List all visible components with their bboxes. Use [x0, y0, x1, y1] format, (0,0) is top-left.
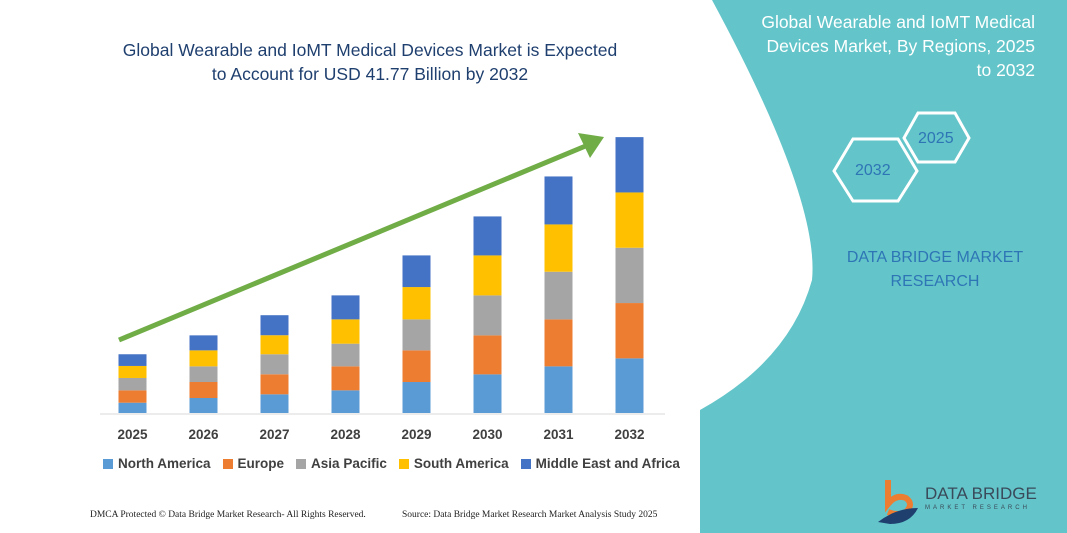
- bar-2029-middle-east-and-africa: [402, 255, 431, 288]
- bar-2030-north-america: [473, 374, 502, 413]
- side-title: Global Wearable and IoMT Medical Devices…: [715, 10, 1035, 82]
- bar-2027-asia-pacific: [260, 354, 289, 375]
- legend-swatch: [222, 458, 233, 469]
- bar-2027-europe: [260, 374, 289, 395]
- legend-label: Middle East and Africa: [535, 456, 680, 471]
- bar-2030-asia-pacific: [473, 295, 502, 336]
- chart-title: Global Wearable and IoMT Medical Devices…: [90, 38, 650, 86]
- bar-2028-asia-pacific: [331, 343, 360, 367]
- bar-2026-europe: [189, 382, 218, 399]
- legend-swatch: [398, 458, 409, 469]
- logo-name: DATA BRIDGE: [925, 484, 1037, 503]
- legend-label: South America: [413, 456, 509, 471]
- brand-text: DATA BRIDGE MARKET RESEARCH: [800, 246, 1067, 294]
- side-panel: [700, 0, 1067, 533]
- bar-2025-europe: [118, 390, 147, 403]
- legend-item: South America: [398, 456, 509, 471]
- legend-swatch: [103, 458, 113, 469]
- bar-2026-asia-pacific: [189, 366, 218, 383]
- x-tick-label: 2025: [117, 427, 148, 442]
- x-tick-label: 2030: [472, 427, 502, 442]
- bar-2032-europe: [615, 303, 644, 359]
- legend-item: Asia Pacific: [296, 456, 387, 471]
- x-tick-label: 2027: [259, 427, 289, 442]
- x-tick-label: 2026: [188, 427, 219, 442]
- legend: North America Europe Asia Pacific South Ame…: [103, 456, 680, 471]
- hex-start-year: 2025: [918, 130, 954, 147]
- hexagon-2032: [832, 137, 919, 203]
- bar-2027-middle-east-and-africa: [260, 315, 289, 336]
- legend-item: Middle East and Africa: [520, 456, 680, 471]
- bar-2031-asia-pacific: [544, 271, 573, 320]
- bar-2030-south-america: [473, 255, 502, 296]
- x-tick-labels: 2025 2026 2027 2028 2029 2030 2031 2032: [117, 427, 644, 442]
- hexagon-2025: [902, 111, 971, 164]
- x-tick-label: 2032: [614, 427, 644, 442]
- bar-2028-north-america: [331, 390, 360, 413]
- bar-2032-asia-pacific: [615, 247, 644, 304]
- bar-2027-north-america: [260, 394, 289, 413]
- hex-end-year: 2032: [855, 162, 891, 179]
- brand-line-1: DATA BRIDGE MARKET: [846, 249, 1024, 266]
- bar-2027-south-america: [260, 335, 289, 355]
- x-tick-label: 2031: [543, 427, 574, 442]
- title-line-2: to Account for USD 41.77 Billion by 2032: [211, 64, 529, 84]
- bar-2032-middle-east-and-africa: [615, 137, 644, 193]
- bar-2028-middle-east-and-africa: [331, 295, 360, 320]
- hexagon-outlines: [832, 111, 971, 203]
- legend-swatch: [296, 458, 307, 469]
- bar-2029-europe: [402, 350, 431, 383]
- bar-2030-middle-east-and-africa: [473, 216, 502, 256]
- side-title-line-2: Devices Market, By Regions, 2025: [766, 36, 1035, 56]
- legend-label: Europe: [237, 456, 285, 471]
- bar-2032-south-america: [615, 192, 644, 248]
- bar-2026-south-america: [189, 350, 218, 367]
- bar-2031-europe: [544, 319, 573, 367]
- logo-icon: [878, 480, 918, 524]
- bar-2030-europe: [473, 335, 502, 375]
- legend-label: Asia Pacific: [311, 456, 387, 471]
- legend-label: North America: [118, 456, 211, 471]
- trend-arrow: [118, 133, 604, 343]
- bar-2031-north-america: [544, 366, 573, 413]
- x-tick-label: 2029: [401, 427, 431, 442]
- legend-swatch: [520, 458, 531, 469]
- bar-2025-asia-pacific: [118, 377, 147, 391]
- bar-2025-middle-east-and-africa: [118, 354, 147, 366]
- footer-copyright: DMCA Protected © Data Bridge Market Rese…: [90, 510, 366, 520]
- bar-2025-south-america: [118, 365, 147, 378]
- bar-2029-south-america: [402, 287, 431, 320]
- bar-2028-europe: [331, 366, 360, 391]
- bar-2026-north-america: [189, 398, 218, 413]
- side-title-line-3: to 2032: [976, 60, 1035, 80]
- bar-2031-middle-east-and-africa: [544, 176, 573, 225]
- bar-2032-north-america: [615, 358, 644, 413]
- logo-tagline: MARKET RESEARCH: [925, 505, 1030, 511]
- bars: [118, 137, 644, 413]
- title-line-1: Global Wearable and IoMT Medical Devices…: [122, 40, 618, 60]
- legend-item: North America: [103, 456, 211, 471]
- footer-source: Source: Data Bridge Market Research Mark…: [402, 510, 658, 520]
- bar-2026-middle-east-and-africa: [189, 335, 218, 351]
- bar-2029-north-america: [402, 382, 431, 413]
- bar-2029-asia-pacific: [402, 319, 431, 351]
- bar-2025-north-america: [118, 402, 147, 413]
- legend-item: Europe: [222, 456, 285, 471]
- bar-2028-south-america: [331, 319, 360, 344]
- bar-2031-south-america: [544, 224, 573, 272]
- x-tick-label: 2028: [330, 427, 361, 442]
- side-title-line-1: Global Wearable and IoMT Medical: [761, 12, 1035, 32]
- brand-line-2: RESEARCH: [890, 273, 980, 290]
